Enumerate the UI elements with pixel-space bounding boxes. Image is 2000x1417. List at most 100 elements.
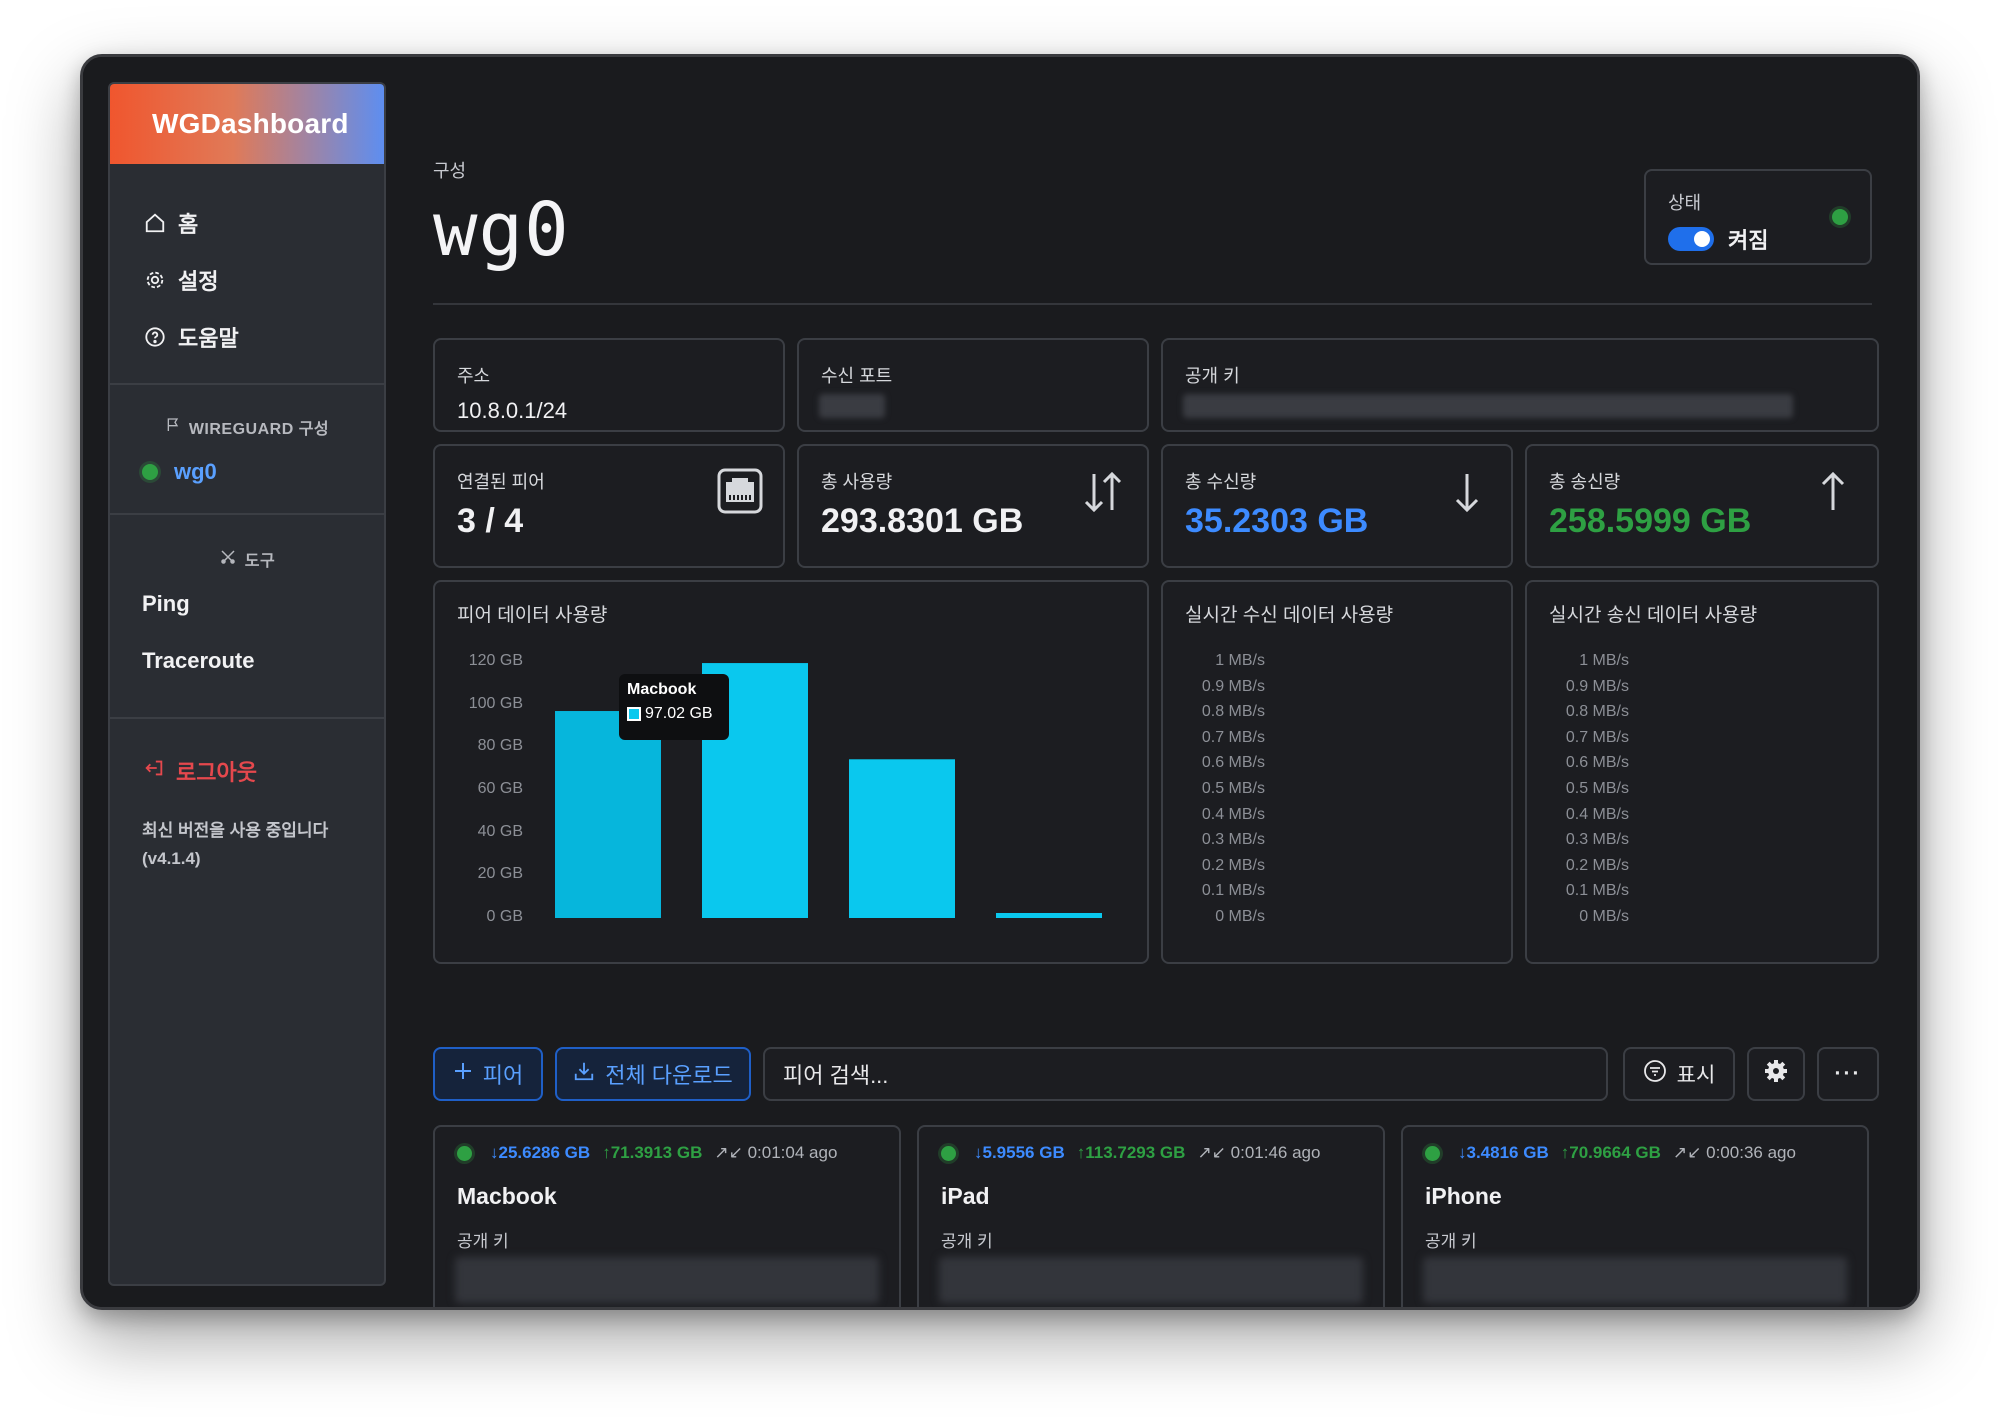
y-tick-label: 0.1 MB/s: [1565, 882, 1629, 900]
y-tick-label: 0.4 MB/s: [1565, 805, 1629, 823]
y-tick-label: 0.7 MB/s: [1565, 728, 1629, 746]
y-tick-label: 0.4 MB/s: [1201, 805, 1265, 823]
app: WGDashboard 홈 설정 도움말 WIREGUARD 구성 wg: [83, 57, 1917, 1307]
y-tick-label: 0.5 MB/s: [1565, 780, 1629, 797]
brand-title: WGDashboard: [152, 108, 349, 139]
y-tick-label: 60 GB: [477, 780, 523, 797]
y-tick-label: 0.3 MB/s: [1201, 831, 1265, 849]
chart-tooltip: Macbook 97.02 GB: [619, 674, 729, 740]
y-tick-label: 80 GB: [477, 737, 523, 755]
display-button[interactable]: 표시: [1623, 1047, 1735, 1101]
main-nav: 홈 설정 도움말: [110, 164, 384, 385]
tooltip-swatch: [627, 707, 641, 721]
status-label: 상태: [1668, 193, 1702, 213]
y-tick-label: 0.3 MB/s: [1565, 831, 1629, 849]
peer-card-ipad[interactable]: ↓5.9556 GB ↑113.7293 GB ↗↙ 0:01:46 ago i…: [917, 1125, 1385, 1307]
y-tick-label: 0.5 MB/s: [1201, 780, 1265, 797]
status-value: 켜짐: [1728, 228, 1769, 253]
y-tick-label: 0.8 MB/s: [1565, 703, 1629, 721]
bar-iphone[interactable]: [849, 759, 955, 918]
tooltip-title: Macbook: [627, 681, 697, 698]
peer-pubkey-label: 공개 키: [1425, 1232, 1477, 1251]
nav-item-settings[interactable]: 설정: [110, 251, 384, 308]
peer-pubkey-label: 공개 키: [457, 1232, 509, 1251]
help-icon: [142, 324, 168, 350]
flag-icon: [165, 417, 181, 438]
y-tick-label: 0.7 MB/s: [1201, 728, 1265, 746]
filter-icon: [1643, 1059, 1667, 1089]
chart-title: 실시간 수신 데이터 사용량: [1185, 605, 1394, 626]
sidebar: WGDashboard 홈 설정 도움말 WIREGUARD 구성 wg: [108, 82, 386, 1286]
peer-card-macbook[interactable]: ↓25.6286 GB ↑71.3913 GB ↗↙ 0:01:04 ago M…: [433, 1125, 901, 1307]
bar-chart[interactable]: [435, 582, 1151, 966]
config-item-wg0[interactable]: wg0: [110, 459, 384, 485]
total-usage-value: 293.8301 GB: [821, 502, 1024, 540]
breadcrumb: 구성: [433, 161, 467, 181]
download-icon: [573, 1060, 595, 1088]
chart-title: 피어 데이터 사용량: [457, 605, 608, 626]
chart-title: 실시간 송신 데이터 사용량: [1549, 605, 1758, 626]
bar-peer-4[interactable]: [996, 913, 1102, 918]
peer-usage-chart-card: 피어 데이터 사용량 120 GB 100 GB 80 GB 60 GB 40 GB 20…: [433, 580, 1149, 964]
arrow-up-icon: [1809, 468, 1857, 521]
y-tick-label: 0.6 MB/s: [1565, 754, 1629, 772]
y-tick-label: 100 GB: [468, 694, 523, 712]
more-options-button[interactable]: ···: [1817, 1047, 1879, 1101]
peer-download: ↓5.9556 GB: [974, 1143, 1065, 1162]
status-toggle[interactable]: [1668, 227, 1714, 251]
y-tick-label: 40 GB: [477, 822, 523, 840]
y-tick-label: 20 GB: [477, 865, 523, 883]
peer-search-input[interactable]: 피어 검색...: [763, 1047, 1608, 1101]
received-card: 총 수신량 35.2303 GB: [1161, 444, 1513, 568]
y-tick-label: 0.6 MB/s: [1201, 754, 1265, 772]
realtime-recv-chart-card: 실시간 수신 데이터 사용량 1 MB/s 0.9 MB/s 0.8 MB/s 0.7…: [1161, 580, 1513, 964]
address-card: 주소 10.8.0.1/24: [433, 338, 785, 432]
download-all-button[interactable]: 전체 다운로드: [555, 1047, 751, 1101]
peer-download: ↓25.6286 GB: [490, 1143, 591, 1162]
gear-icon: [1764, 1059, 1788, 1089]
received-value: 35.2303 GB: [1185, 502, 1369, 540]
nav-label: 홈: [178, 211, 199, 237]
main-content: 구성 wg0 상태 켜짐 주소 10.8.0.1/24 수신 포트 공개 키 연…: [433, 57, 1879, 1307]
y-tick-label: 0 MB/s: [1215, 908, 1265, 925]
peer-name: Macbook: [457, 1183, 557, 1209]
brand-header[interactable]: WGDashboard: [110, 84, 384, 164]
settings-button[interactable]: [1747, 1047, 1805, 1101]
peer-name: iPad: [941, 1183, 990, 1209]
tools-section: 도구 Ping Traceroute: [110, 515, 384, 719]
peer-handshake: ↗↙ 0:01:04 ago: [714, 1143, 838, 1162]
tool-traceroute[interactable]: Traceroute: [142, 647, 255, 673]
logout-label: 로그아웃: [176, 760, 257, 785]
status-dot: [1832, 209, 1848, 225]
configs-title: WIREGUARD 구성: [110, 415, 384, 439]
logout-button[interactable]: 로그아웃: [110, 719, 384, 787]
nav-item-home[interactable]: 홈: [110, 194, 384, 251]
arrow-down-icon: [1443, 468, 1491, 521]
tools-icon: [219, 548, 237, 571]
y-tick-label: 0 MB/s: [1579, 908, 1629, 925]
y-tick-label: 1 MB/s: [1579, 652, 1629, 669]
ethernet-icon: [717, 468, 763, 519]
divider: [433, 303, 1872, 305]
nav-item-help[interactable]: 도움말: [110, 308, 384, 365]
bar-macbook[interactable]: [555, 711, 661, 918]
peer-toolbar: 피어 전체 다운로드 피어 검색... 표시 ···: [433, 1047, 1879, 1101]
sent-value: 258.5999 GB: [1549, 502, 1752, 540]
status-card: 상태 켜짐: [1644, 169, 1872, 265]
peers-card: 연결된 피어 3 / 4: [433, 444, 785, 568]
tool-ping[interactable]: Ping: [142, 590, 190, 616]
peer-card-iphone[interactable]: ↓3.4816 GB ↑70.9664 GB ↗↙ 0:00:36 ago iP…: [1401, 1125, 1869, 1307]
pubkey-card: 공개 키: [1161, 338, 1879, 432]
status-dot: [142, 464, 158, 480]
peer-handshake: ↗↙ 0:00:36 ago: [1672, 1143, 1796, 1162]
plus-icon: [453, 1061, 473, 1087]
y-tick-label: 0.9 MB/s: [1565, 677, 1629, 695]
add-peer-button[interactable]: 피어: [433, 1047, 543, 1101]
peer-pubkey-redacted: [455, 1257, 879, 1303]
y-tick-label: 0.2 MB/s: [1201, 856, 1265, 874]
version-info: 최신 버전을 사용 중입니다 (v4.1.4): [142, 821, 329, 868]
y-tick-label: 0.8 MB/s: [1201, 703, 1265, 721]
y-tick-label: 0.2 MB/s: [1565, 856, 1629, 874]
y-tick-label: 0.1 MB/s: [1201, 882, 1265, 900]
arrows-updown-icon: [1079, 468, 1127, 521]
